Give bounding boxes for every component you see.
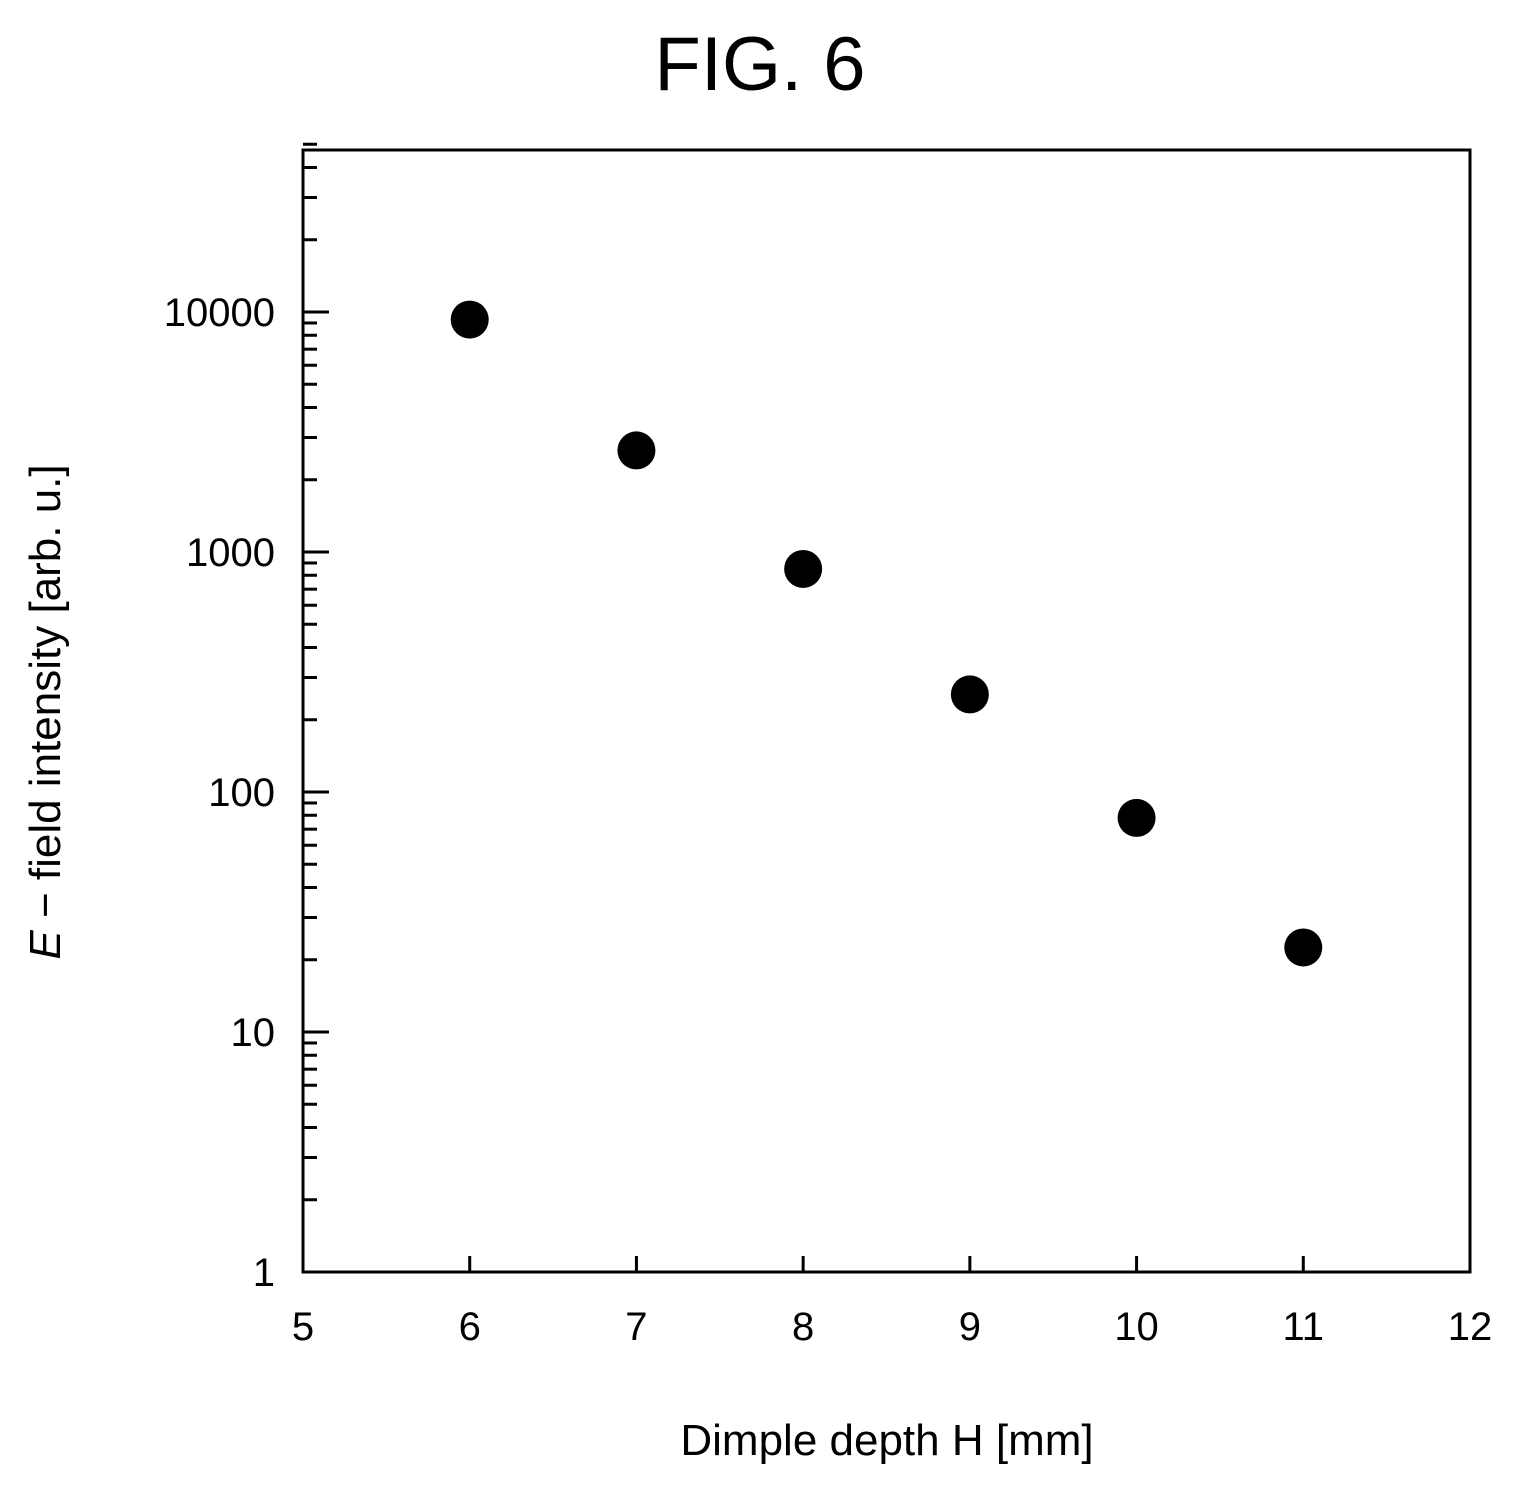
figure-title: FIG. 6 bbox=[654, 22, 865, 107]
x-tick-label: 6 bbox=[459, 1305, 481, 1349]
x-tick-label: 5 bbox=[292, 1305, 314, 1349]
y-tick-label: 10 bbox=[231, 1011, 276, 1055]
y-axis-label-rest: − field intensity [arb. u.] bbox=[21, 464, 70, 930]
y-tick-label: 100 bbox=[208, 771, 275, 815]
data-point bbox=[450, 300, 489, 339]
y-tick-label: 1 bbox=[253, 1251, 275, 1295]
x-axis-tick-labels: 5 6 7 8 9 10 11 12 bbox=[292, 1305, 1492, 1349]
y-tick-label: 1000 bbox=[186, 531, 275, 575]
y-axis-label: E − field intensity [arb. u.] bbox=[21, 464, 70, 959]
data-point bbox=[950, 675, 989, 714]
data-point bbox=[617, 431, 656, 470]
x-tick-label: 9 bbox=[959, 1305, 981, 1349]
y-axis-ticks bbox=[303, 142, 329, 1202]
data-point bbox=[1284, 928, 1323, 967]
y-axis-tick-labels: 1 10 100 1000 10000 bbox=[164, 291, 275, 1295]
x-tick-label: 12 bbox=[1448, 1305, 1493, 1349]
plot-frame bbox=[301, 148, 1472, 1274]
data-points bbox=[450, 300, 1323, 967]
x-axis-label: Dimple depth H [mm] bbox=[680, 1416, 1093, 1465]
data-point bbox=[1117, 798, 1156, 837]
x-tick-label: 10 bbox=[1114, 1305, 1159, 1349]
data-point bbox=[784, 549, 823, 588]
y-tick-label: 10000 bbox=[164, 291, 275, 335]
x-tick-label: 11 bbox=[1283, 1305, 1325, 1349]
x-axis-ticks bbox=[468, 1256, 1305, 1272]
x-tick-label: 8 bbox=[792, 1305, 814, 1349]
x-tick-label: 7 bbox=[625, 1305, 647, 1349]
y-axis-label-italic: E bbox=[21, 930, 70, 960]
plot-area: 1 10 100 1000 10000 5 6 7 8 9 10 11 12 bbox=[164, 142, 1492, 1349]
